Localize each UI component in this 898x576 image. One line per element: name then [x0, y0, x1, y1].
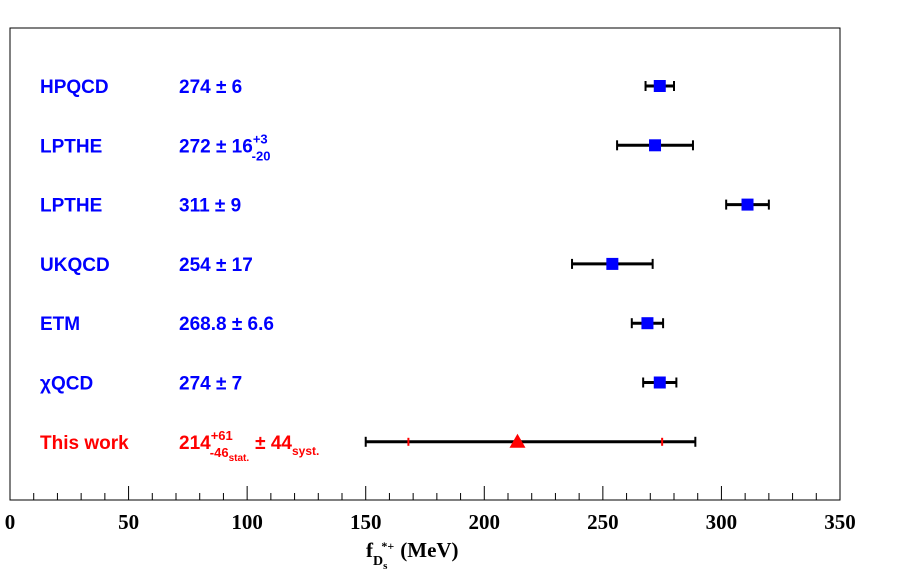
data-rows: HPQCD 274 ± 6 LPTHE 272 ± 16+3 -20 LPTHE 311 ±… — [40, 77, 770, 464]
entry-name: UKQCD — [40, 255, 110, 276]
plot-frame — [9, 27, 841, 501]
x-tick-label: 300 — [706, 510, 738, 534]
entry-value: 254 ± 17 — [179, 255, 253, 276]
data-row: LPTHE 311 ± 9 — [40, 196, 770, 217]
entry-name: χQCD — [40, 374, 93, 395]
entry-value: 311 ± 9 — [179, 196, 241, 217]
x-axis-label: fDs*+ (MeV) — [366, 538, 459, 572]
data-row: HPQCD 274 ± 6 — [40, 77, 675, 98]
x-tick-label: 150 — [350, 510, 382, 534]
data-point-triangle — [509, 433, 526, 448]
data-point-square — [653, 376, 666, 389]
x-axis-tick-labels: 0 50 100 150 200 250 300 350 — [5, 510, 856, 534]
data-row: χQCD 274 ± 7 — [40, 374, 678, 395]
x-axis-ticks — [9, 486, 841, 500]
data-point-square — [741, 198, 754, 211]
data-point-square — [641, 317, 654, 330]
data-row: This work 214+61 -46stat.± 44syst. — [40, 428, 697, 464]
data-row: LPTHE 272 ± 16+3 -20 — [40, 131, 694, 163]
x-tick-label: 50 — [118, 510, 139, 534]
data-row: ETM 268.8 ± 6.6 — [40, 314, 665, 335]
data-point-square — [606, 257, 619, 270]
x-tick-label: 350 — [824, 510, 856, 534]
x-tick-label: 0 — [5, 510, 16, 534]
entry-name: LPTHE — [40, 136, 102, 157]
entry-name: HPQCD — [40, 77, 109, 98]
entry-value: 268.8 ± 6.6 — [179, 314, 274, 335]
entry-name: ETM — [40, 314, 80, 335]
entry-value: 274 ± 6 — [179, 77, 242, 98]
entry-value: 274 ± 7 — [179, 374, 242, 395]
entry-name: LPTHE — [40, 196, 102, 217]
entry-name: This work — [40, 433, 129, 454]
data-point-square — [653, 80, 666, 92]
data-point-square — [649, 139, 662, 152]
entry-value: 214+61 -46stat.± 44syst. — [179, 428, 319, 464]
x-tick-label: 250 — [587, 510, 619, 534]
x-tick-label: 100 — [231, 510, 263, 534]
x-tick-label: 200 — [469, 510, 501, 534]
data-row: UKQCD 254 ± 17 — [40, 255, 654, 276]
entry-value: 272 ± 16+3 -20 — [179, 131, 270, 163]
